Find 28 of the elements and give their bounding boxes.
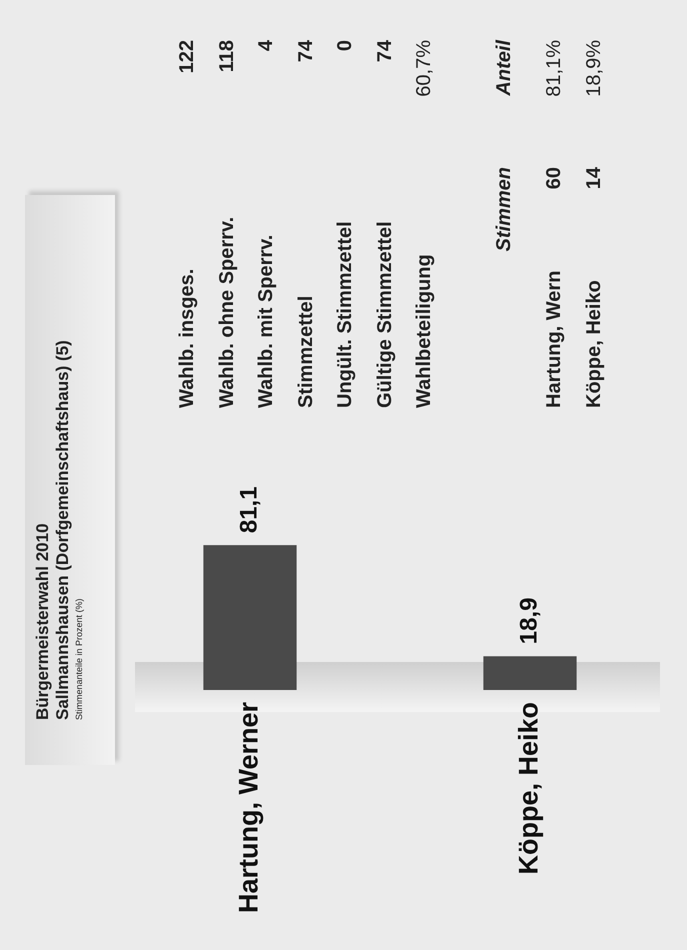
text: Wahlbeteiligung — [413, 254, 435, 408]
text: 122 — [176, 40, 198, 74]
chart-subtitle: Sallmannshausen (Dorfgemeinschaftshaus) (5) — [53, 340, 73, 720]
text: Ungült. Stimmzettel — [334, 221, 356, 408]
text: 0 — [334, 40, 356, 52]
text: Gültige Stimmzettel — [374, 221, 396, 408]
text: 60,7% — [413, 40, 435, 97]
data-label: 18,9 — [516, 598, 543, 644]
text: 81,1% — [543, 40, 565, 97]
text: Wahlb. mit Sperrv. — [255, 234, 277, 408]
text: 14 — [583, 167, 605, 190]
text: 60 — [543, 167, 565, 190]
text: 4 — [255, 40, 277, 52]
text: Hartung, Wern — [543, 270, 565, 408]
text: 74 — [374, 40, 396, 62]
text: Wahlb. ohne Sperrv. — [216, 216, 238, 408]
data-label: 81,1 — [236, 486, 263, 534]
text: 18,9% — [583, 40, 605, 97]
text: 118 — [216, 40, 238, 72]
text: Stimmen — [493, 167, 515, 252]
text: Stimmenanteile in Prozent (%) — [73, 597, 85, 720]
text: Stimmzettel — [295, 296, 317, 408]
text: Köppe, Heiko — [583, 280, 605, 408]
text: 74 — [295, 40, 317, 62]
text: Wahlb. insges. — [176, 268, 198, 408]
x-tick-label: Hartung, Werner — [233, 702, 264, 914]
text: Bürgermeisterwahl 2010 — [33, 522, 53, 720]
text: Anteil — [493, 40, 515, 96]
